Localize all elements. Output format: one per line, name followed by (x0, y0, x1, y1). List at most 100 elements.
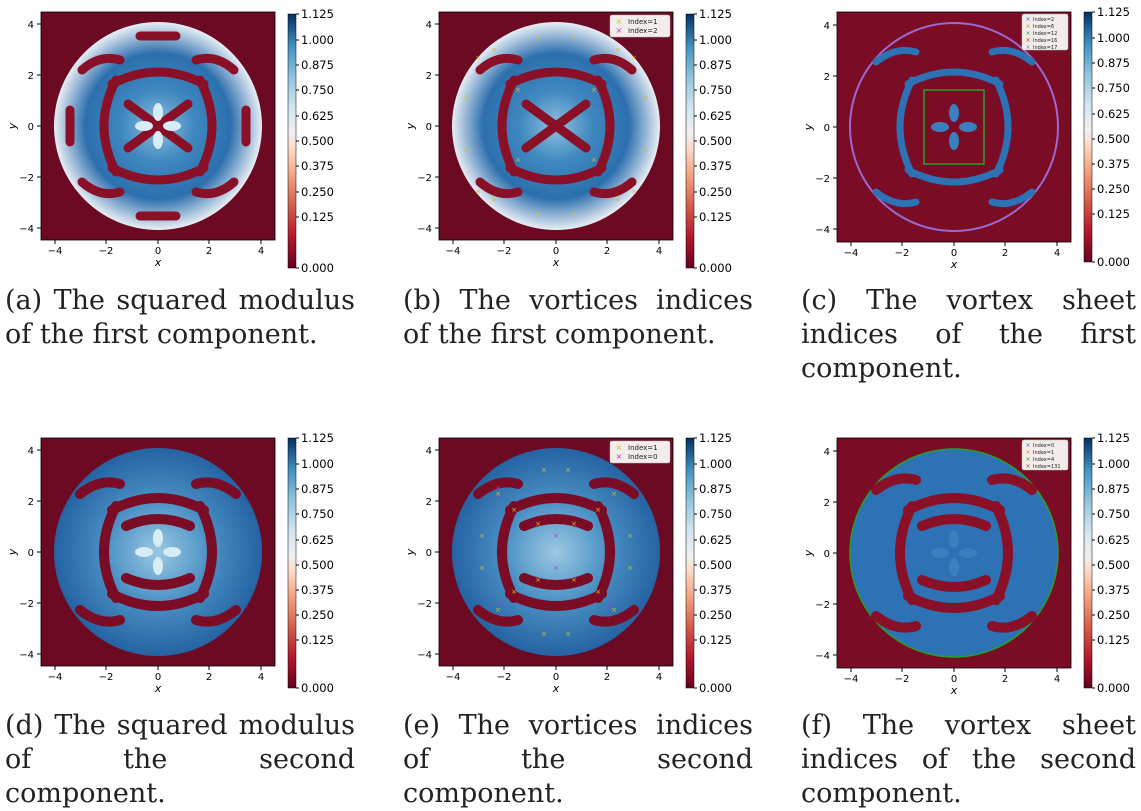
y-ticks: 4 2 0 −2 −4 (815, 447, 837, 662)
y-ticks: 4 2 0 −2 −4 (417, 446, 439, 661)
legend-marker: × (616, 26, 623, 35)
svg-text:×: × (643, 94, 649, 102)
x-tick-label: 4 (656, 672, 662, 683)
svg-text:×: × (511, 506, 517, 514)
colorbar-tick-label: 0.500 (699, 134, 732, 148)
x-tick-label: 0 (553, 672, 559, 683)
legend-marker: × (1025, 37, 1030, 44)
colorbar-tick-label: 0.750 (301, 507, 334, 521)
colorbar-ticks: 1.125 1.000 0.875 0.750 0.625 0.500 0.37… (694, 431, 732, 695)
y-tick-label: −2 (417, 173, 432, 184)
x-tick-label: 0 (155, 672, 161, 683)
x-tick-label: −2 (497, 246, 512, 257)
colorbar-tick-label: 0.000 (699, 681, 732, 695)
core-spots (135, 103, 181, 149)
legend: × Index=0 × Index=1 × Index=4 × Index=13… (1021, 439, 1069, 471)
colorbar-tick-label: 0.125 (699, 633, 732, 647)
colorbar-tick-label: 0.875 (699, 482, 732, 496)
y-tick-label: −4 (19, 650, 34, 661)
y-tick-label: 4 (426, 446, 432, 457)
svg-text:×: × (491, 46, 497, 54)
svg-text:×: × (511, 588, 517, 596)
svg-text:×: × (615, 46, 621, 54)
caption-f: (f) The vortex sheet indices of the seco… (801, 710, 1136, 809)
core-spots (135, 529, 181, 575)
colorbar-tick-label: 1.000 (1097, 31, 1130, 45)
svg-text:×: × (571, 576, 577, 584)
colorbar-tick-label: 0.250 (1097, 182, 1130, 196)
colorbar-tick-label: 0.375 (301, 159, 334, 173)
colorbar-tick-label: 0.125 (1097, 633, 1130, 647)
colorbar-tick-label: 0.625 (1097, 107, 1130, 121)
legend-label: Index=2 (628, 27, 658, 35)
x-tick-label: −2 (895, 248, 910, 259)
legend-marker: × (1025, 23, 1030, 30)
colorbar (287, 437, 297, 689)
svg-text:×: × (571, 34, 577, 42)
svg-text:×: × (515, 156, 521, 164)
y-tick-label: 2 (28, 497, 34, 508)
x-ticks: −4 −2 0 2 4 (844, 668, 1060, 685)
colorbar-tick-label: 0.625 (301, 533, 334, 547)
x-ticks: −4 −2 0 2 4 (844, 242, 1060, 259)
legend-marker: × (1025, 16, 1030, 23)
colorbar (1083, 11, 1093, 263)
y-tick-label: 2 (426, 71, 432, 82)
x-tick-label: −4 (446, 246, 461, 257)
vortex-markers: ×× ×× × ×× × ×× ×× × ×× × × ×× × (479, 466, 633, 638)
x-axis-label: x (154, 682, 162, 695)
y-tick-label: 4 (824, 447, 830, 458)
colorbar-tick-label: 0.500 (1097, 132, 1130, 146)
legend-label: Index=16 (1033, 38, 1057, 44)
svg-text:×: × (541, 466, 547, 474)
density-pattern (473, 477, 639, 627)
panel-e: × × × × × × × × × × × × × × × × × × × × × × × × × × Index=1… (398, 426, 733, 706)
colorbar-ticks: 1.125 1.000 0.875 0.750 0.625 0.500 0.37… (1092, 5, 1130, 269)
colorbar-tick-label: 1.125 (1097, 5, 1130, 19)
colorbar-tick-label: 0.875 (699, 58, 732, 72)
colorbar-tick-label: 1.000 (1097, 457, 1130, 471)
y-tick-label: −2 (417, 599, 432, 610)
legend: × Index=1 × Index=2 (609, 14, 671, 38)
colorbar-tick-label: 0.500 (301, 134, 334, 148)
legend-marker: × (616, 452, 623, 461)
y-tick-label: 2 (28, 71, 34, 82)
legend-marker: × (1025, 44, 1030, 51)
svg-text:×: × (643, 146, 649, 154)
colorbar-tick-label: 0.625 (1097, 533, 1130, 547)
colorbar-tick-label: 0.875 (1097, 56, 1130, 70)
y-tick-label: −4 (19, 224, 34, 235)
x-tick-label: 4 (258, 246, 264, 257)
svg-text:×: × (611, 490, 617, 498)
panel-b: × × × × × × × × × × × × × × × × × × × × × Index=1 × Ind… (398, 0, 733, 280)
colorbar-tick-label: 0.000 (1097, 681, 1130, 695)
x-axis-label: x (552, 682, 560, 695)
x-axis-label: x (950, 684, 958, 697)
colorbar-tick-label: 0.875 (301, 58, 334, 72)
y-tick-label: 0 (28, 122, 34, 133)
legend-label: Index=6 (1033, 24, 1054, 30)
plot-f: × Index=0 × Index=1 × Index=4 × Index=13… (802, 431, 1130, 697)
x-tick-label: 2 (206, 246, 212, 257)
density-pattern (872, 46, 1036, 208)
y-tick-label: 4 (28, 446, 34, 457)
legend-label: Index=1 (628, 444, 658, 452)
y-tick-label: −2 (815, 600, 830, 611)
y-ticks: 4 2 0 −2 −4 (19, 20, 41, 235)
outer-sheet-ring (849, 22, 1059, 232)
colorbar (287, 13, 297, 269)
y-axis-label: y (802, 123, 815, 131)
x-ticks: −4 −2 0 2 4 (48, 240, 264, 257)
x-tick-label: 0 (951, 674, 957, 685)
y-axis-label: y (404, 122, 417, 130)
svg-text:×: × (611, 606, 617, 614)
y-tick-label: −4 (815, 225, 830, 236)
x-tick-label: 0 (553, 246, 559, 257)
legend-box (1021, 13, 1069, 51)
colorbar-tick-label: 0.125 (301, 210, 334, 224)
legend-marker: × (1025, 463, 1030, 470)
svg-text:×: × (627, 564, 633, 572)
svg-text:×: × (631, 188, 637, 196)
colorbar-tick-label: 0.625 (699, 109, 732, 123)
svg-text:×: × (479, 564, 485, 572)
